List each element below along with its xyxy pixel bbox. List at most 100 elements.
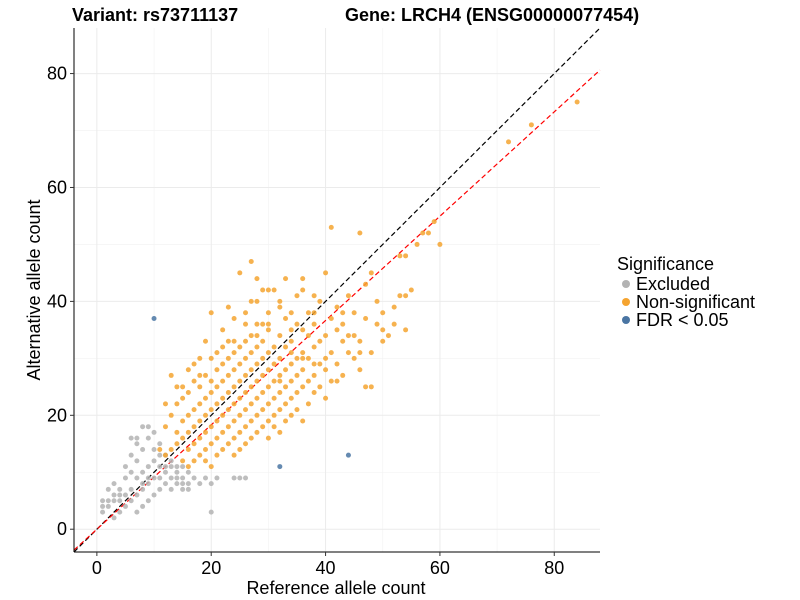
scatter-points <box>100 99 580 521</box>
point-non-significant <box>283 418 289 424</box>
point-excluded <box>145 435 151 441</box>
point-non-significant <box>254 298 260 304</box>
point-non-significant <box>203 458 208 464</box>
point-non-significant <box>305 310 311 316</box>
point-excluded <box>134 435 140 441</box>
point-non-significant <box>328 378 334 384</box>
point-non-significant <box>323 333 329 339</box>
point-non-significant <box>225 407 231 413</box>
point-non-significant <box>345 333 351 339</box>
point-non-significant <box>231 350 237 356</box>
point-non-significant <box>225 304 231 310</box>
point-excluded <box>185 481 191 487</box>
point-excluded <box>180 486 186 492</box>
point-non-significant <box>191 424 197 430</box>
point-non-significant <box>254 276 260 282</box>
point-excluded <box>168 458 174 464</box>
point-non-significant <box>185 464 191 470</box>
point-non-significant <box>317 298 323 304</box>
x-axis-title: Reference allele count <box>246 578 425 598</box>
point-non-significant <box>180 435 186 441</box>
point-excluded <box>140 424 146 430</box>
point-non-significant <box>265 367 271 373</box>
point-non-significant <box>197 355 203 361</box>
point-non-significant <box>248 350 254 356</box>
point-non-significant <box>260 338 266 344</box>
point-non-significant <box>191 441 197 447</box>
point-excluded <box>168 486 174 492</box>
point-excluded <box>105 498 111 504</box>
point-non-significant <box>237 344 243 350</box>
y-tick-label: 0 <box>57 519 67 539</box>
point-non-significant <box>277 372 283 378</box>
point-non-significant <box>231 315 237 321</box>
point-non-significant <box>197 384 203 390</box>
x-tick-label: 60 <box>430 558 450 578</box>
point-non-significant <box>260 407 266 413</box>
point-non-significant <box>265 327 271 333</box>
point-non-significant <box>300 287 306 293</box>
point-excluded <box>111 498 117 504</box>
point-non-significant <box>271 344 277 350</box>
point-non-significant <box>180 384 186 390</box>
point-non-significant <box>225 355 231 361</box>
point-non-significant <box>300 384 306 390</box>
point-excluded <box>128 498 134 504</box>
point-non-significant <box>260 372 266 378</box>
point-non-significant <box>294 372 300 378</box>
point-non-significant <box>414 241 420 247</box>
point-excluded <box>151 458 157 464</box>
point-excluded <box>128 469 134 475</box>
point-non-significant <box>574 99 580 105</box>
point-non-significant <box>197 452 203 458</box>
point-non-significant <box>311 310 317 316</box>
point-non-significant <box>220 429 226 435</box>
point-non-significant <box>357 350 363 356</box>
point-non-significant <box>368 350 374 356</box>
point-non-significant <box>237 361 243 367</box>
point-non-significant <box>197 401 203 407</box>
point-non-significant <box>197 435 203 441</box>
point-non-significant <box>203 338 208 344</box>
point-excluded <box>122 464 128 470</box>
point-non-significant <box>380 310 386 316</box>
point-non-significant <box>237 412 243 418</box>
point-excluded <box>111 492 117 498</box>
point-non-significant <box>277 407 283 413</box>
point-non-significant <box>220 378 226 384</box>
point-non-significant <box>328 315 334 321</box>
point-non-significant <box>300 418 306 424</box>
reference-line-fit <box>73 69 601 551</box>
point-non-significant <box>191 407 197 413</box>
legend-label-fdr-0-05: FDR < 0.05 <box>636 310 729 330</box>
point-non-significant <box>420 230 426 236</box>
point-excluded <box>145 481 151 487</box>
point-non-significant <box>203 395 208 401</box>
point-non-significant <box>271 378 277 384</box>
grid <box>74 28 600 552</box>
point-non-significant <box>265 401 271 407</box>
point-non-significant <box>243 321 249 327</box>
point-non-significant <box>180 395 186 401</box>
point-non-significant <box>363 281 369 287</box>
point-excluded <box>117 509 123 515</box>
point-non-significant <box>220 446 226 452</box>
point-non-significant <box>174 401 180 407</box>
point-non-significant <box>288 310 294 316</box>
point-non-significant <box>265 384 271 390</box>
point-non-significant <box>391 321 397 327</box>
point-non-significant <box>397 253 403 259</box>
point-non-significant <box>323 367 329 373</box>
point-non-significant <box>237 270 243 276</box>
point-non-significant <box>277 304 283 310</box>
y-tick-label: 60 <box>47 177 67 197</box>
y-tick-label: 20 <box>47 405 67 425</box>
point-excluded <box>105 503 111 509</box>
point-non-significant <box>265 310 271 316</box>
point-excluded <box>174 481 180 487</box>
point-non-significant <box>408 287 414 293</box>
point-non-significant <box>305 355 311 361</box>
point-non-significant <box>168 412 174 418</box>
point-excluded <box>162 481 168 487</box>
